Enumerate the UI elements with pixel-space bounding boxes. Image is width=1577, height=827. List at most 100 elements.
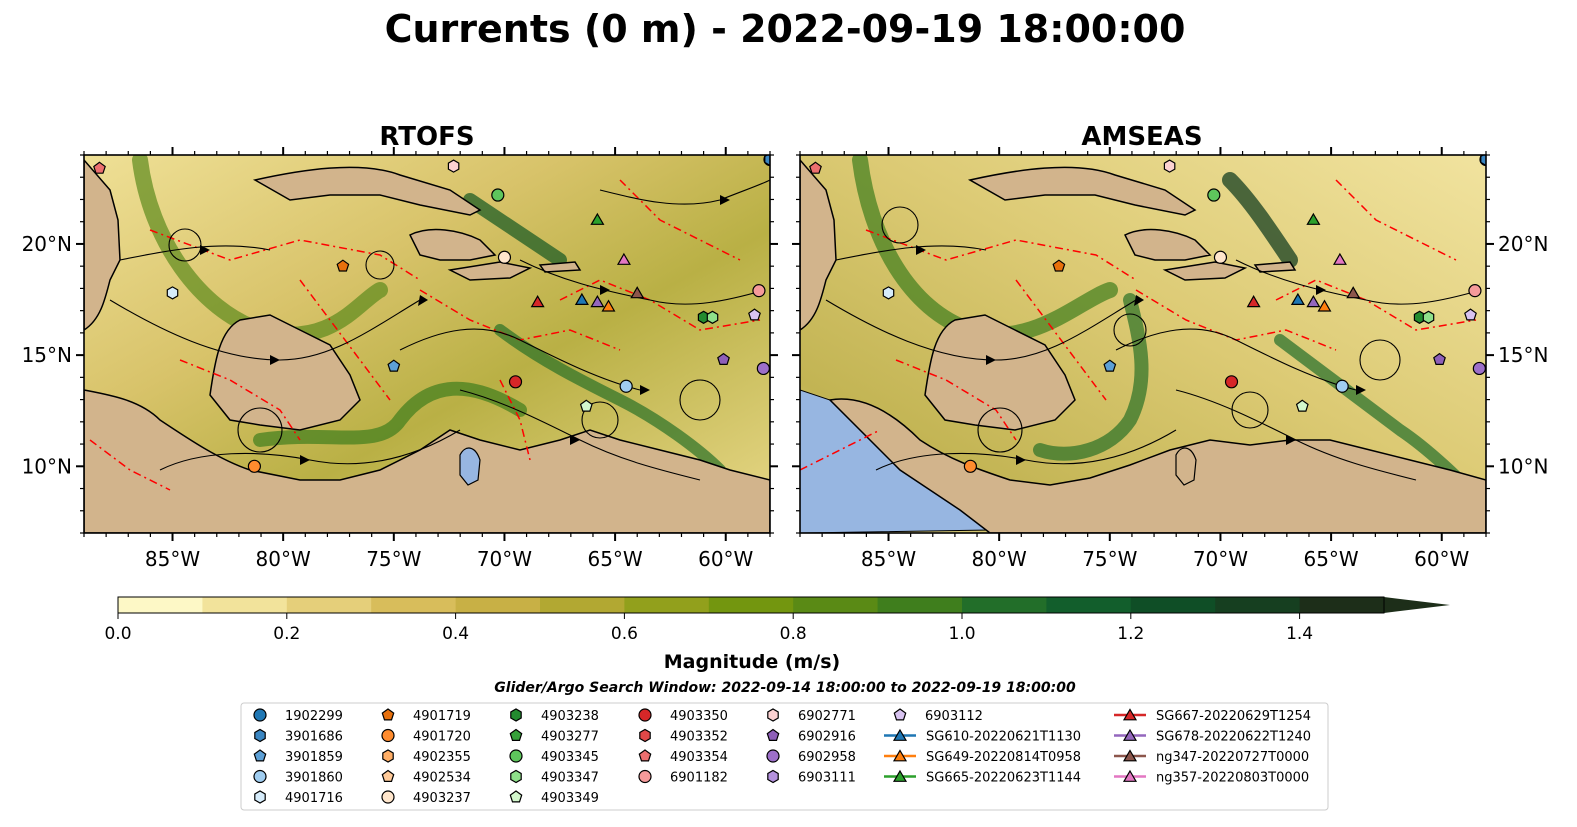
legend-marker [638,708,652,722]
platform-marker [1163,159,1176,173]
legend-marker [381,728,395,743]
legend-marker [638,769,652,784]
colorbar-segments [118,597,1385,613]
legend-label: 4901720 [413,730,471,745]
map-frame-amseas [799,154,1487,534]
legend-label: 4903277 [541,730,599,745]
platform-marker [166,286,179,300]
colorbar-segment [455,597,541,613]
legend-label: SG667-20220629T1254 [1156,709,1311,724]
lon-tick-label: 80°W [256,547,311,571]
legend-label: 4903238 [541,709,599,724]
legend-label: 4901719 [413,709,471,724]
legend-marker [254,790,266,804]
lat-tick-label: 15°N [1498,343,1548,367]
legend-marker [381,769,395,783]
lake-maracaibo-amseas [1175,447,1197,486]
legend-label: 6902771 [798,709,856,724]
legend-marker [1122,708,1138,721]
frame-ticks-rtofs [76,147,778,541]
land-amseas [800,158,1486,533]
legend-marker [892,769,908,782]
lon-tick-label: 75°W [1082,547,1137,571]
platform-marker [1332,252,1347,265]
legend-marker [509,790,523,803]
lon-tick-label: 60°W [1414,547,1469,571]
colorbar-segment [1299,597,1385,613]
platform-marker [1317,299,1332,312]
lat-tick-label: 15°N [22,343,72,367]
platform-marker [336,259,350,272]
legend-label: 4902534 [413,771,471,786]
legend-label: 4901716 [285,791,343,806]
colorbar-frame [117,596,1385,614]
colorbar-segment [708,597,794,613]
figure-title: Currents (0 m) - 2022-09-19 18:00:00 [385,7,1186,51]
platform-marker [590,294,605,308]
lon-tick-label: 85°W [861,547,916,571]
lon-tick-label: 75°W [366,547,421,571]
colorbar-segment [1130,597,1216,613]
platform-marker [497,250,512,264]
platform-marker [447,159,460,173]
legend-label: 4903345 [541,750,599,765]
legend-marker [892,749,908,762]
legend-marker [509,749,523,763]
panel-rtofs: RTOFS [22,122,778,571]
colorbar-segment [371,597,457,613]
search-window-caption: Glider/Argo Search Window: 2022-09-14 18… [494,680,1076,696]
platform-marker [717,352,730,365]
legend-marker [638,749,652,762]
frame-ticks-amseas [792,147,1494,541]
panel-amseas: AMSEAS [792,122,1548,571]
platform-marker [1290,292,1305,305]
colorbar-segment [540,597,625,613]
platform-marker [1052,259,1066,272]
platform-marker [1468,284,1482,298]
platform-marker [752,284,766,298]
platform-marker [579,399,593,412]
legend-marker [893,708,907,721]
platform-marker [530,294,545,308]
legend-label: 1902299 [285,709,343,724]
legend-label: 4903349 [541,791,599,806]
lon-tick-label: 85°W [145,547,200,571]
platform-marker [748,308,761,321]
lat-tick-label: 20°N [22,232,72,256]
legend-marker [892,728,908,741]
platform-marker [1213,250,1228,264]
panel-title-amseas: AMSEAS [1081,122,1202,152]
legend-label: 3901859 [285,750,343,765]
colorbar-tick-label: 0.6 [611,624,638,644]
legend-marker [254,728,266,743]
platform-markers-rtofs [93,155,770,473]
colorbar-segment [202,597,288,613]
lon-labels-rtofs: 85°W 80°W 75°W 70°W 65°W 60°W [145,547,754,571]
legend-marker [382,749,394,763]
colorbar-tick-label: 1.0 [948,624,975,644]
colorbar-segment [962,597,1047,613]
colorbar-tick-label: 1.2 [1117,624,1144,644]
legend-label: 4903237 [413,791,471,806]
panel-title-rtofs: RTOFS [379,122,474,152]
legend-label: ng357-20220803T0000 [1156,771,1309,786]
colorbar-label: Magnitude (m/s) [664,651,841,673]
legend-label: 6903112 [925,709,983,724]
colorbar-tick-label: 0.0 [104,624,131,644]
legend-marker [253,769,267,784]
colorbar-ticks: 0.0 0.2 0.4 0.6 0.8 1.0 1.2 1.4 [104,613,1313,644]
colorbar-segment [624,597,710,613]
legend-box [240,702,1329,811]
legend-marker [767,769,779,784]
colorbar-tick-label: 0.8 [780,624,807,644]
map-frame-rtofs [83,154,771,534]
platform-marker [616,252,631,265]
platform-marker [508,375,523,389]
platform-marker [93,161,106,174]
lake-maracaibo-rtofs [459,447,481,486]
platform-marker [706,310,719,324]
colorbar-segment [1215,597,1301,613]
legend-label: 6903111 [798,771,856,786]
platform-marker [764,155,770,167]
land-rtofs [84,158,770,533]
